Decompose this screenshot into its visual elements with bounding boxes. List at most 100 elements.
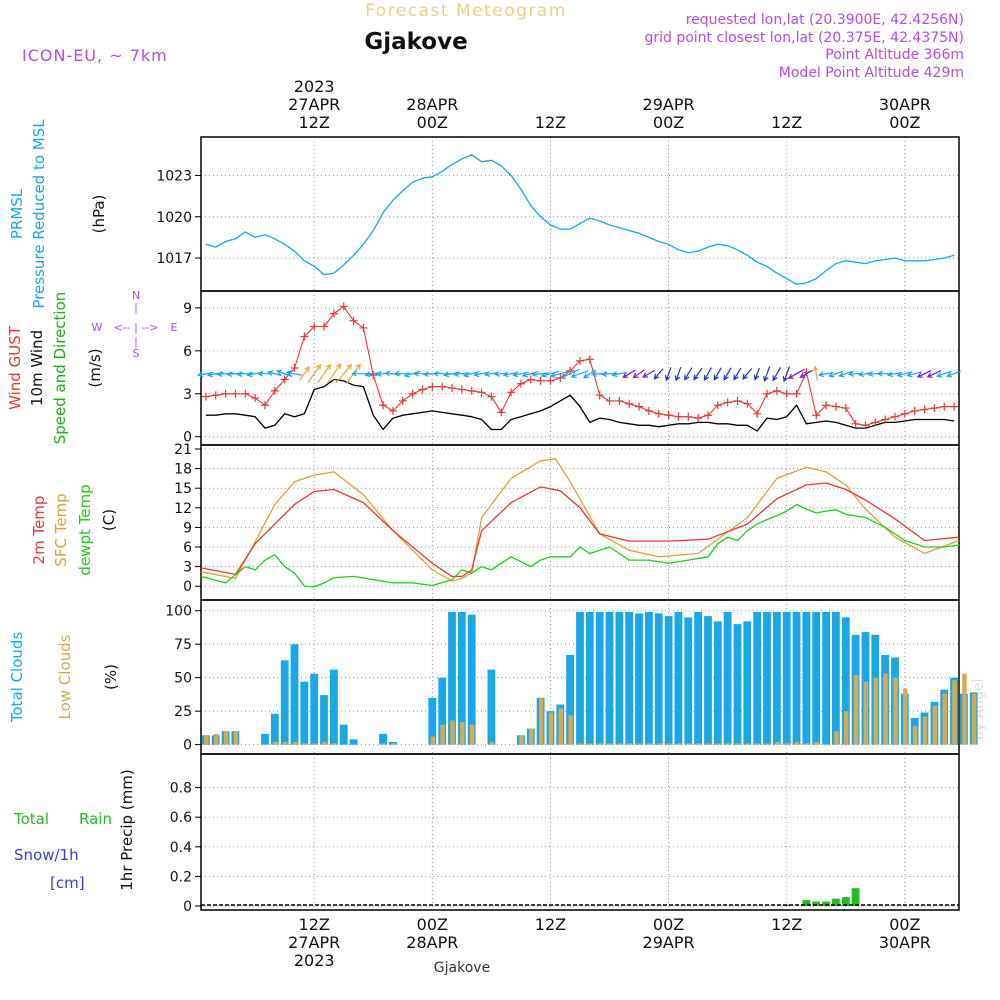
gust-marker: [703, 411, 712, 420]
low-cloud-bar: [666, 743, 672, 745]
low-cloud-bar: [617, 743, 622, 745]
low-cloud-bar: [794, 742, 800, 745]
wind-panel: 0 3 6 9 Wind GUST 10m Wind Speed and Direction…: [6, 289, 962, 446]
wind-direction-arrow: [713, 367, 722, 381]
low-cloud-bar: [519, 735, 524, 745]
top-axis-hour: 12Z: [535, 113, 566, 132]
gust-marker: [280, 375, 289, 384]
total-cloud-bar: [467, 614, 476, 745]
low-cloud-bar: [844, 711, 849, 745]
low-cloud-bar: [548, 712, 554, 745]
wind-unit-label: (m/s): [86, 348, 104, 387]
y-tick-label: 9: [183, 520, 192, 536]
rain-bar: [802, 900, 811, 906]
low-cloud-bar: [302, 743, 307, 745]
gust-marker: [251, 394, 260, 403]
wind-direction-arrow: [216, 371, 234, 377]
total-cloud-bar: [261, 733, 269, 745]
requested-coords: requested lon,lat (20.3900E, 42.4256N): [686, 12, 964, 28]
wind-direction-arrow: [812, 365, 819, 381]
wind-direction-arrow: [540, 370, 560, 378]
low-cloud-bar: [853, 675, 859, 745]
low-cloud-bar: [273, 742, 278, 745]
gust-marker: [585, 355, 594, 364]
low-cloud-bar: [755, 743, 760, 745]
gust-marker: [782, 389, 791, 398]
gust-marker: [851, 419, 860, 428]
total-cloud-bar: [625, 612, 634, 745]
gust-marker: [201, 392, 210, 401]
low-cloud-bar: [607, 743, 613, 745]
pressure-label-prmsl: PRMSL: [8, 188, 26, 239]
low-cloud-bar: [932, 705, 937, 745]
gust-marker: [516, 379, 525, 388]
y-tick-label: 25: [174, 704, 192, 720]
gust-marker: [576, 356, 584, 365]
total-cloud-bar: [743, 621, 752, 745]
wind-direction-arrow: [483, 371, 498, 377]
y-tick-label: 0: [183, 579, 192, 595]
low-cloud-bar: [657, 743, 662, 745]
low-cloud-bar: [322, 742, 327, 745]
low-cloud-bar: [647, 743, 652, 745]
gust-marker: [733, 396, 742, 405]
total-cloud-bar: [822, 612, 830, 745]
wind-direction-arrow: [307, 363, 322, 383]
gust-marker: [290, 364, 299, 372]
bottom-axis-hour: 00Z: [417, 915, 448, 934]
low-cloud-bar: [775, 742, 780, 745]
clouds-label-total: Total Clouds: [8, 632, 26, 724]
total-cloud-bar: [615, 612, 624, 745]
total-cloud-bar: [320, 695, 328, 745]
gust-marker: [694, 414, 703, 423]
wind-direction-arrow: [275, 369, 293, 378]
low-cloud-bar: [440, 724, 445, 745]
gust-marker: [940, 402, 949, 411]
gust-marker: [644, 406, 653, 415]
low-cloud-bar: [450, 720, 455, 745]
gust-marker: [388, 406, 397, 415]
total-cloud-bar: [635, 613, 643, 745]
y-tick-label: 0.8: [170, 781, 192, 797]
wind-direction-arrow: [703, 367, 713, 381]
low-cloud-bar: [381, 743, 386, 745]
low-cloud-bar: [223, 731, 229, 745]
low-cloud-bar: [597, 743, 603, 745]
gust-marker: [310, 322, 319, 331]
low-cloud-bar: [834, 731, 839, 745]
wind-label-speed-direction: Speed and Direction: [51, 292, 69, 445]
gust-marker: [349, 316, 358, 325]
top-axis-hour: 00Z: [653, 113, 684, 132]
low-cloud-bar: [489, 742, 494, 745]
temp-label-dewpt: dewpt Temp: [76, 484, 94, 575]
y-tick-label: 0: [183, 738, 192, 754]
wind-direction-arrow: [787, 368, 805, 379]
gust-marker: [507, 388, 516, 397]
total-cloud-bar: [339, 724, 348, 745]
wind-speed-line: [205, 378, 955, 432]
temperature-panel: 0 3 6 9 12 15 18 21 2m Temp SFC Temp dewpt Temp (C): [30, 442, 960, 601]
wind-direction-arrow: [317, 363, 332, 384]
wind-direction-arrow: [799, 369, 813, 378]
top-axis-date: 27APR: [288, 95, 340, 114]
total-cloud-bar: [280, 660, 289, 745]
low-cloud-bar: [716, 743, 721, 745]
gust-marker: [792, 389, 801, 398]
total-cloud-bar: [684, 617, 693, 745]
low-cloud-bar: [696, 743, 701, 745]
low-cloud-bar: [972, 693, 977, 745]
subtitle: Forecast Meteogram: [365, 1, 567, 21]
wind-label-gust: Wind GUST: [6, 325, 24, 410]
gust-marker: [418, 385, 427, 394]
gust-marker: [546, 376, 555, 385]
low-cloud-bar: [735, 743, 741, 745]
total-cloud-bar: [782, 612, 791, 745]
total-cloud-bar: [674, 612, 683, 745]
gust-marker: [221, 389, 230, 398]
top-axis-hour: 12Z: [299, 113, 330, 132]
low-cloud-bar: [706, 743, 711, 745]
low-cloud-bar: [578, 743, 583, 745]
y-tick-label: 0.2: [170, 869, 192, 885]
gust-marker: [369, 371, 378, 380]
